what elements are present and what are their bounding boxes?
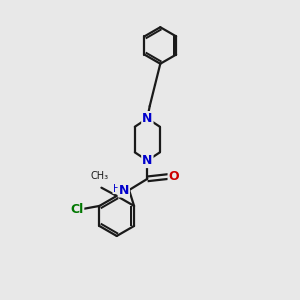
Text: H: H (113, 184, 120, 194)
Text: N: N (118, 184, 129, 196)
Text: N: N (142, 112, 152, 125)
Text: N: N (142, 154, 152, 167)
Text: Cl: Cl (70, 203, 83, 216)
Text: CH₃: CH₃ (91, 171, 109, 181)
Text: O: O (169, 170, 179, 183)
